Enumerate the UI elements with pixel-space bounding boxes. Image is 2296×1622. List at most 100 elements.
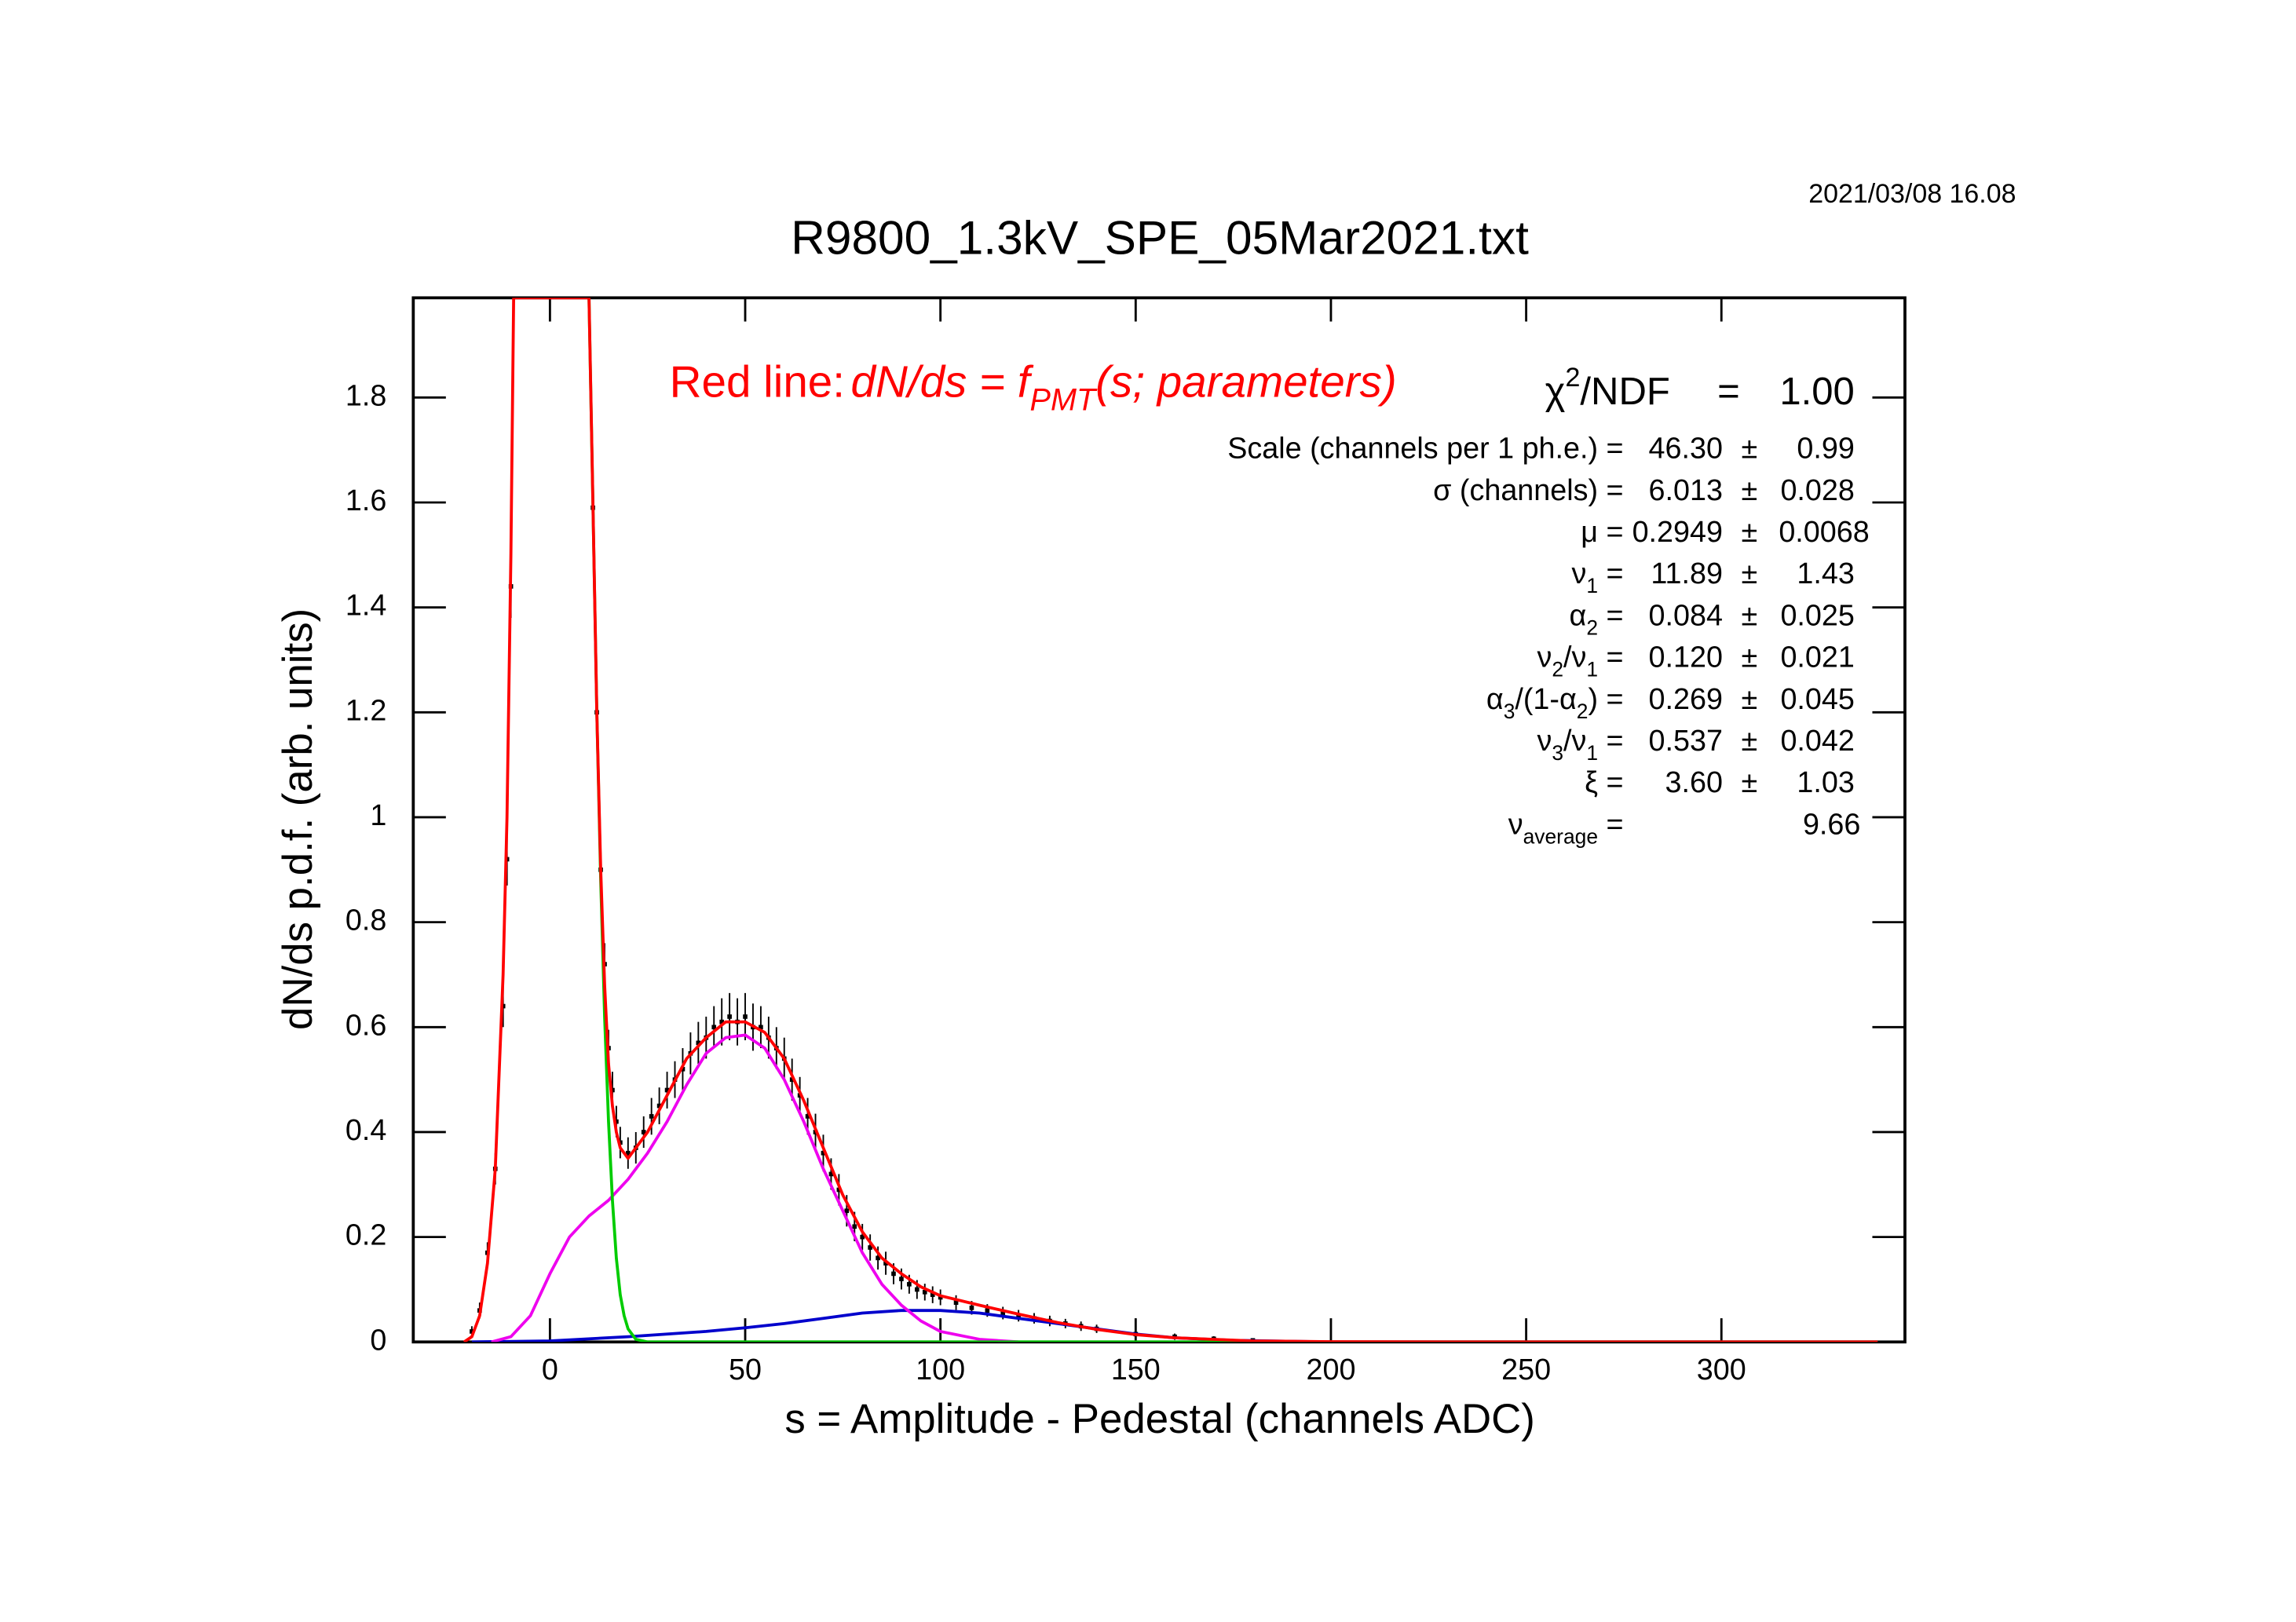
data-point	[938, 1295, 943, 1300]
param-value: 0.084	[1649, 598, 1723, 631]
fit-curve	[462, 298, 1878, 1343]
y-tick-label: 0.2	[345, 1218, 386, 1251]
text-part: ν	[1537, 724, 1552, 757]
text-part: ξ =	[1585, 765, 1623, 798]
text-part: ) =	[1588, 682, 1623, 715]
param-error: 0.028	[1780, 473, 1854, 506]
data-point	[743, 1014, 748, 1019]
param-name: ν1 =	[1571, 557, 1623, 597]
param-error: 1.03	[1797, 765, 1854, 798]
text-part: χ	[1545, 371, 1566, 413]
param-value: 11.89	[1651, 557, 1723, 590]
param-pm: ±	[1742, 598, 1758, 631]
data-point	[907, 1281, 912, 1287]
data-point	[883, 1261, 888, 1266]
data-point	[656, 1103, 662, 1109]
text-part: dN/ds = f	[851, 357, 1034, 407]
data-point	[868, 1245, 872, 1250]
plot-area	[462, 298, 1878, 1343]
text-part: =	[1598, 807, 1624, 840]
data-point	[719, 1019, 725, 1025]
annotation: Red line: dN/ds = fPMT(s; parameters)	[670, 357, 1397, 418]
text-part: α	[1570, 598, 1587, 631]
y-tick-label: 1	[370, 798, 386, 831]
text-part: 3	[1504, 700, 1515, 723]
data-point	[852, 1224, 857, 1229]
text-part: 3	[1552, 741, 1563, 765]
param-name: νaverage =	[1508, 807, 1624, 848]
date: 2021/03/08 16.08	[1808, 179, 2016, 209]
y-tick-label: 0.6	[345, 1008, 386, 1041]
param-pm: ±	[1742, 682, 1758, 715]
text-part: PMT	[1030, 383, 1098, 418]
data-point	[711, 1025, 717, 1030]
text-part: =	[1598, 557, 1624, 590]
param-name: ν2/ν1 =	[1537, 641, 1623, 681]
data-point	[922, 1289, 927, 1295]
text-part: μ =	[1581, 515, 1623, 548]
data-point	[844, 1208, 850, 1214]
param-name: ν3/ν1 =	[1537, 724, 1623, 765]
x-tick-label: 0	[542, 1353, 558, 1386]
param-value: 0.269	[1649, 682, 1723, 715]
text-part: ν	[1571, 557, 1586, 590]
param-error: 0.021	[1780, 641, 1854, 674]
data-point	[470, 1329, 474, 1334]
param-pm: ±	[1742, 765, 1758, 798]
data-point	[727, 1014, 732, 1019]
x-tick-label: 150	[1111, 1353, 1161, 1386]
param-error: 0.0068	[1779, 515, 1869, 548]
data-point	[614, 1119, 619, 1124]
param-pm: ±	[1742, 724, 1758, 757]
data-point	[985, 1308, 990, 1313]
data-point	[696, 1040, 701, 1046]
text-part: 1	[1586, 741, 1598, 765]
data-point	[789, 1077, 795, 1082]
text-part: 2	[1565, 363, 1580, 393]
param-error: 0.042	[1780, 724, 1854, 757]
text-part: Scale (channels per 1 ph.e.) =	[1227, 432, 1623, 465]
text-part: α	[1486, 682, 1504, 715]
text-part: ν	[1537, 641, 1552, 674]
data-point	[953, 1300, 959, 1305]
y-tick-label: 0	[370, 1323, 386, 1356]
y-tick-label: 0.8	[345, 904, 386, 937]
data-point	[914, 1287, 919, 1292]
text-part: /NDF	[1580, 371, 1669, 413]
y-axis-label: dN/ds p.d.f. (arb. units)	[275, 608, 321, 1030]
data-point	[899, 1277, 904, 1281]
data-point	[1016, 1313, 1021, 1318]
data-point	[805, 1114, 810, 1119]
param-value: 3.60	[1665, 765, 1723, 798]
param-error: 0.99	[1797, 432, 1854, 465]
chart-title: R9800_1.3kV_SPE_05Mar2021.txt	[791, 211, 1529, 265]
x-axis-label: s = Amplitude - Pedestal (channels ADC)	[784, 1396, 1534, 1442]
y-tick-label: 1.4	[345, 589, 386, 622]
param-name: α3/(1-α2) =	[1486, 682, 1624, 723]
param-value: 0.537	[1649, 724, 1723, 757]
annotation-formula: dN/ds = fPMT(s; parameters)	[851, 357, 1397, 418]
text-part: 1	[1586, 658, 1598, 681]
param-value: 6.013	[1649, 473, 1723, 506]
y-tick-label: 1.8	[345, 378, 386, 411]
data-point	[821, 1150, 826, 1156]
x-tick-label: 200	[1306, 1353, 1355, 1386]
data-point	[876, 1255, 880, 1261]
x-tick-label: 100	[916, 1353, 965, 1386]
text-part: 2	[1586, 616, 1598, 639]
text-part: 2	[1577, 700, 1589, 723]
param-error: 0.025	[1780, 598, 1854, 631]
chi2-label: χ2/NDF	[1545, 363, 1670, 413]
fit-curve	[491, 1033, 1019, 1343]
x-tick-label: 250	[1501, 1353, 1551, 1386]
y-tick-label: 1.6	[345, 484, 386, 517]
param-pm: ±	[1742, 432, 1758, 465]
text-part: =	[1598, 598, 1624, 631]
text-part: (s; parameters)	[1095, 357, 1397, 407]
text-part: /(1-α	[1515, 682, 1576, 715]
data-point	[641, 1130, 646, 1134]
chi2-value: 1.00	[1779, 371, 1854, 413]
data-point	[626, 1150, 631, 1156]
text-part: ν	[1508, 807, 1523, 840]
